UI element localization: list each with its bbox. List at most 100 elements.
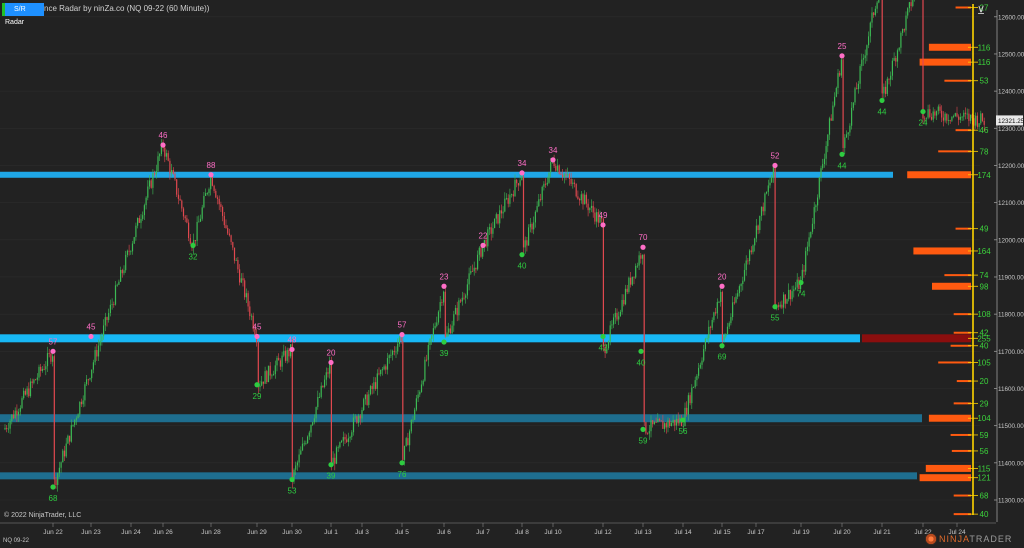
candle-body (79, 401, 81, 415)
swing-high-dot (600, 222, 606, 228)
candle-body (810, 231, 812, 238)
candle-body (128, 250, 130, 252)
candle-body (279, 360, 281, 367)
candle-body (672, 419, 674, 423)
candle-body (811, 223, 814, 232)
swing-low-label: 68 (49, 494, 58, 503)
candle-body (973, 118, 975, 126)
candle-body (616, 312, 618, 320)
candle-body (4, 427, 6, 430)
candle-body (286, 349, 288, 361)
candle-body (628, 277, 630, 292)
candle-body (87, 379, 89, 381)
swing-high-label: 23 (440, 272, 449, 281)
price-axis[interactable]: 11300.00 11400.00 11500.00 11600.00 11700.00… (968, 0, 1024, 548)
candle-body (704, 338, 706, 350)
candle-body (614, 312, 616, 318)
candle-body (902, 29, 904, 33)
candle-body (783, 294, 785, 308)
candle-body (912, 0, 914, 7)
candle-body (925, 117, 927, 119)
candle-body (283, 350, 285, 356)
axis-tick-label: 12400.00 (998, 89, 1024, 96)
swing-low-label: 32 (189, 252, 198, 261)
profile-label: 108 (977, 310, 991, 319)
candle-body (145, 197, 147, 206)
swing-high-dot (772, 162, 778, 169)
candle-body (354, 416, 356, 418)
candle-body (949, 120, 951, 121)
candle-body (444, 291, 446, 337)
candle-body (621, 299, 623, 312)
swing-high-label: 22 (479, 231, 488, 240)
candle-body (669, 420, 671, 427)
candle-body (539, 199, 542, 201)
candle-body (946, 113, 948, 121)
candle-body (475, 267, 477, 270)
swing-low-label: 55 (771, 314, 780, 323)
candle-body (245, 293, 247, 298)
candle-body (750, 250, 752, 253)
candle-body (196, 221, 198, 241)
indicator-tab[interactable]: S/R Radar (2, 3, 44, 26)
candle-body (859, 66, 861, 84)
candle-body (584, 194, 586, 205)
candle-body (543, 183, 545, 187)
profile-label: 20 (980, 377, 989, 386)
candle-body (832, 105, 834, 121)
swing-high-dot (550, 157, 556, 163)
swing-low-label: 69 (718, 353, 727, 362)
swing-low-dot (839, 151, 845, 157)
candle-body (242, 278, 244, 281)
candle-body (932, 111, 934, 120)
swing-high-label: 20 (718, 272, 727, 281)
swing-high-dot (719, 283, 725, 289)
candle-body (106, 317, 108, 321)
candle-body (733, 302, 735, 304)
candle-body (31, 381, 33, 383)
candle-body (347, 438, 349, 442)
current-price-box (996, 115, 1023, 126)
candle-body (806, 246, 808, 252)
candle-body (334, 457, 336, 464)
candle-body (743, 269, 746, 281)
candle-body (97, 345, 100, 357)
candle-body (29, 381, 32, 397)
time-axis[interactable]: Jun 22 Jun 23 Jun 24 Jun 26 Jun 28 Jun 29 Jun … (0, 522, 996, 536)
candle-body (774, 163, 776, 307)
candle-body (699, 364, 701, 368)
candle-body (828, 118, 831, 135)
candle-body (63, 450, 66, 457)
swing-low-dot (441, 339, 447, 345)
profile-bar (955, 227, 971, 230)
candle-body (322, 385, 324, 388)
candle-body (771, 177, 773, 183)
profile-label: 27 (980, 3, 989, 12)
candle-body (941, 110, 943, 118)
candle-body (968, 113, 970, 121)
candle-body (380, 369, 382, 375)
pin-icon[interactable]: ⊻ (976, 5, 986, 17)
candle-body (344, 437, 346, 440)
swing-low-label: 74 (797, 290, 806, 299)
candle-body (244, 280, 246, 298)
candle-body (839, 73, 841, 76)
candle-body (825, 146, 827, 159)
candle-body (50, 353, 52, 362)
swing-high-label: 57 (398, 321, 407, 330)
swing-low-label: 24 (919, 119, 928, 128)
candle-body (723, 336, 725, 341)
candle-body (881, 0, 883, 94)
candle-body (735, 296, 737, 303)
candle-body (271, 375, 273, 377)
candle-body (803, 269, 805, 272)
candle-body (536, 206, 538, 212)
candle-body (381, 369, 383, 371)
candle-body (570, 179, 572, 184)
candle-body (981, 113, 984, 121)
candle-body (645, 422, 647, 434)
candle-body (155, 170, 157, 175)
profile-bar (928, 43, 971, 51)
candle-body (443, 291, 445, 303)
